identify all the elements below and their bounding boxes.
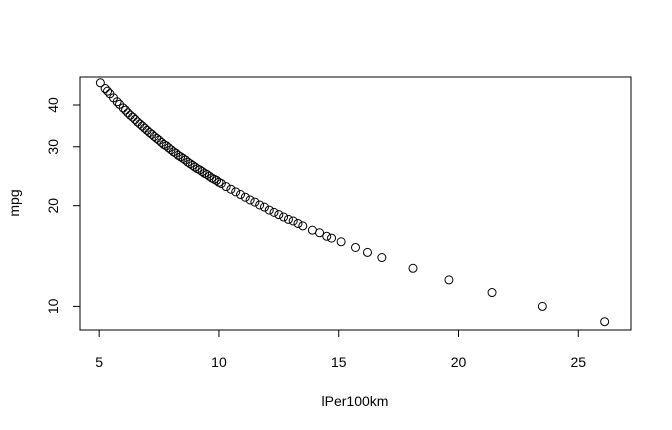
data-point <box>185 159 195 169</box>
y-tick-label: 30 <box>45 139 61 155</box>
data-point <box>135 119 145 129</box>
data-point <box>600 317 610 327</box>
data-points <box>95 78 610 327</box>
data-point <box>279 212 289 222</box>
data-point <box>204 171 214 181</box>
x-tick-label: 25 <box>571 354 587 370</box>
data-point <box>176 152 186 162</box>
data-point <box>444 275 454 285</box>
data-point <box>195 165 205 175</box>
data-point <box>183 157 193 167</box>
data-point <box>118 103 128 113</box>
data-point <box>315 228 325 238</box>
data-point <box>190 162 200 172</box>
x-tick-label: 10 <box>211 354 227 370</box>
y-tick-label: 20 <box>45 198 61 214</box>
x-axis-label: lPer100km <box>322 393 389 409</box>
data-point <box>250 197 260 207</box>
data-point <box>377 253 387 263</box>
data-point <box>351 242 360 252</box>
data-point <box>240 192 250 202</box>
data-point <box>95 78 105 88</box>
data-point <box>288 216 298 226</box>
data-point <box>128 112 138 122</box>
data-point <box>130 114 140 124</box>
data-point <box>112 97 122 107</box>
data-point <box>487 288 497 298</box>
data-point <box>209 174 219 184</box>
data-point <box>100 84 110 94</box>
y-tick-label: 40 <box>45 97 61 113</box>
data-point <box>283 214 293 224</box>
data-point <box>156 137 166 147</box>
y-axis-label: mpg <box>6 189 22 216</box>
data-point <box>255 200 265 210</box>
data-point <box>264 205 274 215</box>
data-point <box>322 231 332 241</box>
data-point <box>236 190 246 200</box>
data-point <box>274 210 284 220</box>
data-point <box>408 263 418 273</box>
data-point <box>327 233 337 243</box>
data-point <box>188 160 198 170</box>
data-point <box>137 121 147 131</box>
data-point <box>293 218 303 228</box>
data-point <box>103 86 113 96</box>
x-tick-label: 5 <box>95 354 103 370</box>
x-tick-label: 20 <box>451 354 467 370</box>
data-point <box>125 110 135 120</box>
data-point <box>537 301 547 311</box>
data-point <box>336 237 346 247</box>
data-point <box>226 184 236 194</box>
data-point <box>362 247 372 257</box>
data-point <box>140 123 150 133</box>
data-point <box>121 105 131 115</box>
data-point <box>159 139 169 149</box>
data-point <box>269 207 279 217</box>
data-point <box>221 182 231 192</box>
x-tick-label: 15 <box>331 354 347 370</box>
data-point <box>216 179 226 189</box>
data-point <box>132 117 142 127</box>
data-point <box>214 177 224 187</box>
data-point <box>298 221 308 231</box>
data-point <box>197 167 207 177</box>
y-tick-label: 10 <box>45 298 61 314</box>
data-point <box>259 202 269 212</box>
y-axis: 10 20 30 40 <box>45 97 81 314</box>
x-axis: 5 10 15 20 25 <box>95 329 587 370</box>
data-point <box>245 195 255 205</box>
data-point <box>212 175 222 185</box>
data-point <box>152 133 162 143</box>
data-point <box>231 187 241 197</box>
data-point <box>173 150 183 160</box>
data-point <box>207 173 217 183</box>
plot-frame <box>79 76 632 331</box>
